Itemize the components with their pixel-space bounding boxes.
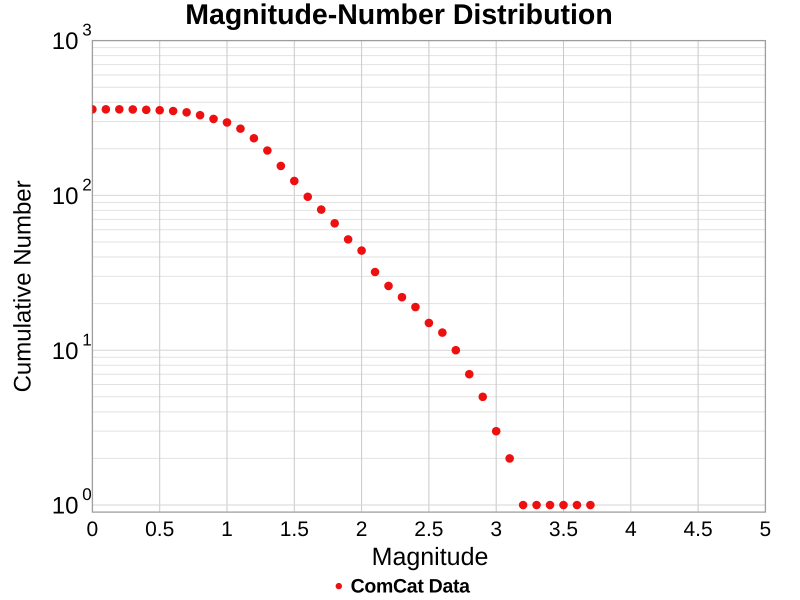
data-point <box>155 105 164 115</box>
y-axis-label: Cumulative Number <box>10 180 37 392</box>
data-point <box>491 426 501 436</box>
data-point <box>115 104 124 114</box>
y-tick-label-exponent: 2 <box>82 176 91 195</box>
data-point <box>397 292 407 302</box>
y-tick-label-base: 10 <box>52 183 79 210</box>
data-point <box>505 454 514 463</box>
data-point <box>222 118 232 127</box>
data-point <box>384 281 393 291</box>
plot-area-border <box>91 39 767 513</box>
data-point <box>464 369 474 379</box>
data-point <box>249 133 259 143</box>
x-tick-label: 0.5 <box>145 518 174 541</box>
legend-marker-icon <box>335 582 342 590</box>
data-point <box>572 500 582 510</box>
data-point <box>478 392 488 402</box>
data-point <box>316 205 326 214</box>
data-point <box>586 500 595 510</box>
data-point <box>101 104 111 114</box>
data-point <box>559 500 568 510</box>
x-tick-label: 1.5 <box>280 518 309 541</box>
data-point <box>141 105 151 115</box>
data-point <box>438 328 447 337</box>
legend: ComCat Data <box>335 576 471 598</box>
data-point <box>290 176 299 186</box>
data-point <box>451 345 461 355</box>
data-point <box>92 104 97 114</box>
data-point <box>236 124 245 133</box>
data-point <box>303 192 313 202</box>
x-tick-label: 5 <box>760 518 772 541</box>
gridlines-major <box>92 40 766 513</box>
x-tick-label: 4 <box>625 518 637 541</box>
data-point <box>370 267 380 277</box>
data-point <box>263 146 272 155</box>
data-point <box>209 114 218 124</box>
x-tick-label: 3 <box>490 518 502 541</box>
y-tick-label-exponent: 0 <box>82 485 91 504</box>
data-point <box>424 318 434 328</box>
data-point <box>276 161 286 171</box>
y-tick-label-base: 10 <box>52 493 79 520</box>
data-point <box>343 235 353 244</box>
y-tick-label-base: 10 <box>52 338 79 365</box>
data-points <box>92 104 595 510</box>
data-point <box>357 246 366 255</box>
data-point <box>330 219 339 228</box>
x-tick-label: 0 <box>87 518 99 541</box>
x-tick-label: 2 <box>356 518 368 541</box>
data-point <box>411 302 420 312</box>
legend-label: ComCat Data <box>351 576 471 598</box>
y-tick-label-exponent: 3 <box>82 21 91 40</box>
x-tick-label: 4.5 <box>683 518 712 541</box>
x-axis-label: Magnitude <box>372 543 489 571</box>
x-tick-label: 3.5 <box>549 518 578 541</box>
data-point <box>195 110 205 120</box>
y-tick-label-exponent: 1 <box>82 330 91 349</box>
data-point <box>545 500 555 510</box>
data-point <box>518 500 528 510</box>
y-tick-label-base: 10 <box>52 28 79 55</box>
x-axis-tick-labels: 0 0.5 1 1.5 2 2.5 3 3.5 4 4.5 5 <box>87 518 772 541</box>
x-tick-label: 2.5 <box>414 518 443 541</box>
data-point <box>532 500 541 510</box>
data-point <box>128 105 138 114</box>
data-point <box>182 108 191 117</box>
x-tick-label: 1 <box>221 518 233 541</box>
data-point <box>168 106 178 116</box>
chart-title: Magnitude-Number Distribution <box>185 0 612 31</box>
